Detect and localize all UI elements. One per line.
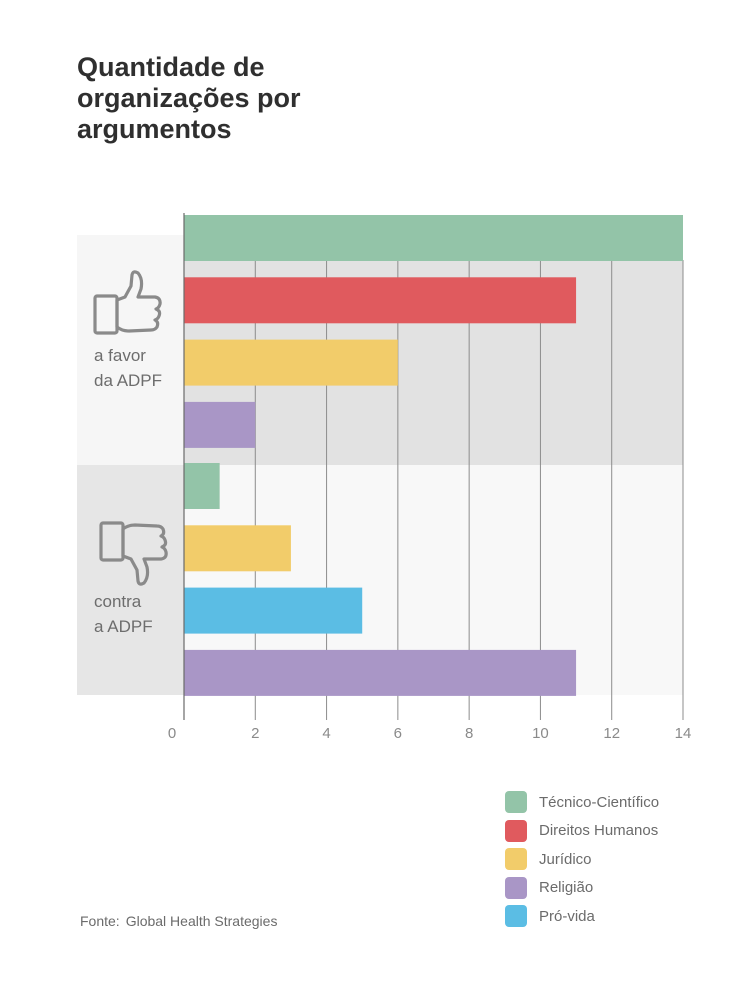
legend-label: Pró-vida [539, 907, 595, 925]
legend-swatch-religiao [505, 876, 527, 899]
x-tick-label: 0 [168, 725, 176, 742]
contra-label-line-1: contra [94, 592, 142, 611]
x-tick-label: 14 [675, 725, 692, 742]
legend: Técnico-Científico Direitos Humanos Jurí… [505, 788, 659, 931]
bar-favor-juridico [184, 339, 398, 386]
bars [184, 215, 683, 696]
x-tick-label: 8 [465, 725, 473, 742]
legend-swatch-pro-vida [505, 905, 527, 928]
x-tick-label: 6 [394, 725, 402, 742]
bar-favor-religiao [184, 401, 256, 448]
x-tick-label: 10 [532, 725, 549, 742]
x-tick-label: 2 [251, 725, 259, 742]
x-axis-ticks: 0 2 4 6 8 10 12 14 [168, 725, 692, 742]
legend-item-tecnico-cientifico: Técnico-Científico [505, 788, 659, 817]
chart-title-line-2: organizações por [77, 83, 301, 113]
thumbs-up-icon [93, 270, 162, 335]
legend-swatch-juridico [505, 848, 527, 871]
legend-label: Religião [539, 879, 594, 897]
favor-label-line-1: a favor [94, 346, 146, 365]
bar-chart: 0 2 4 6 8 10 12 14 a favor da ADPF contra a ADP… [77, 213, 692, 742]
thumbs-down-icon [99, 521, 168, 586]
chart-title: Quantidade de organizações por argumento… [77, 52, 417, 145]
bar-favor-tecnico-cientifico [184, 215, 683, 261]
bar-contra-juridico [184, 525, 291, 572]
legend-swatch-direitos-humanos [505, 819, 527, 842]
bar-contra-tecnico-cientifico [184, 463, 220, 509]
legend-swatch-tecnico-cientifico [505, 791, 527, 814]
legend-label: Jurídico [539, 850, 592, 868]
chart-title-line-1: Quantidade de [77, 52, 265, 82]
bar-contra-religiao [184, 649, 577, 696]
x-tick-label: 4 [322, 725, 330, 742]
source-prefix: Fonte: [80, 913, 120, 929]
source-text: Global Health Strategies [125, 913, 278, 929]
legend-item-juridico: Jurídico [505, 845, 659, 874]
favor-label-line-2: da ADPF [94, 371, 162, 390]
legend-label: Técnico-Científico [539, 793, 660, 811]
bar-contra-pro-vida [184, 587, 363, 634]
contra-label-line-2: a ADPF [94, 617, 153, 636]
gridlines [254, 260, 684, 720]
bar-favor-direitos-humanos [184, 277, 577, 324]
chart-title-line-3: argumentos [77, 114, 232, 144]
legend-label: Direitos Humanos [539, 822, 659, 840]
x-tick-label: 12 [603, 725, 620, 742]
legend-item-pro-vida: Pró-vida [505, 902, 659, 931]
legend-item-religiao: Religião [505, 874, 659, 903]
legend-item-direitos-humanos: Direitos Humanos [505, 817, 659, 846]
source-note: Fonte: Global Health Strategies [80, 913, 283, 929]
